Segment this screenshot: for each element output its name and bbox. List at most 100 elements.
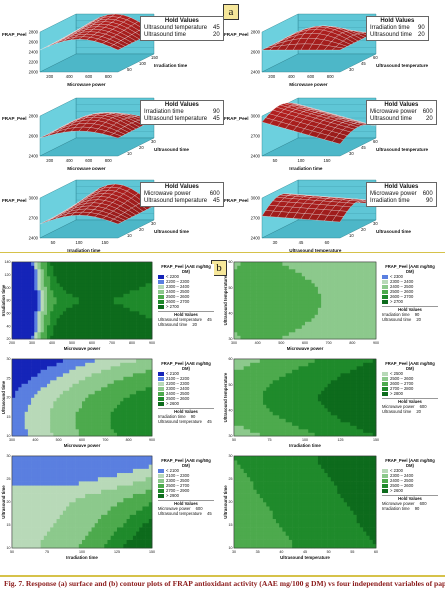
contour-cell [237,397,241,402]
contour-cell [295,383,299,388]
contour-cell [292,304,296,308]
contour-cell [343,328,348,333]
contour-cell [282,318,286,322]
contour-cell [117,335,121,340]
contour-cell [256,373,261,377]
contour-cell [31,397,35,402]
contour-cell [253,293,257,298]
hold-value-row: Ultrasound time 20 [144,32,220,39]
contour-cell [24,481,29,486]
contour-cell [72,369,76,374]
contour-cell [253,397,257,402]
contour-cell [298,276,303,280]
contour-cell [363,304,367,308]
contour-cell [285,283,290,287]
contour-cell [53,314,57,319]
contour-cell [62,304,67,308]
contour-cell [337,290,341,294]
contour-cell [288,418,293,423]
contour-cell [346,432,351,437]
contour-cell [350,286,354,291]
contour-cell [298,283,303,287]
contour-cell [256,325,261,329]
contour-cell [136,325,140,329]
contour-cell [31,297,35,301]
contour-cell [350,387,354,391]
contour-cell [279,411,283,416]
contour-cell [91,300,96,305]
contour-cell [132,293,137,298]
contour-cell [346,335,351,340]
contour-cell [12,510,16,515]
contour-cell [56,325,61,329]
contour-cell [47,276,51,280]
contour-cell [129,332,134,336]
contour-cell [234,283,238,287]
contour-cell [243,279,248,284]
contour-cell [259,411,264,416]
contour-cell [15,325,19,329]
contour-cell [311,383,315,388]
contour-cell [246,373,251,377]
contour-cell [94,411,99,416]
contour-cell [324,387,328,391]
contour-cell [56,335,61,340]
contour-cell [56,311,61,315]
contour-cell [343,359,348,363]
contour-cell [353,328,357,333]
contour-cell [327,297,332,301]
contour-cell [132,325,137,329]
contour-cell [21,390,26,395]
contour-cell [43,297,48,301]
contour-cell [82,276,86,280]
contour-cell [298,422,303,426]
legend-item: 2400 – 2500 [158,391,214,396]
contour-cell [104,408,108,412]
contour-cell [40,314,45,319]
contour-cell [301,401,306,405]
contour-cell [369,390,374,395]
contour-cell [18,522,22,528]
contour-cell [356,286,361,291]
contour-cell [330,376,335,381]
contour-cell [75,297,80,301]
contour-cell [21,366,26,370]
contour-cell [110,262,115,266]
contour-cell [269,300,274,305]
contour-cell [369,394,374,398]
contour-cell [37,380,41,384]
contour-cell [308,307,312,312]
contour-cell [321,314,325,319]
contour-cell [353,432,357,437]
contour-cell [340,279,345,284]
legend-label: < 2500 [390,371,403,376]
contour-cell [266,269,270,273]
contour-cell [72,373,76,377]
contour-cell [85,369,89,374]
contour-cell [78,265,83,270]
contour-cell [279,318,283,322]
contour-cell [340,311,345,315]
contour-cell [145,321,150,326]
contour-cell [288,422,293,426]
contour-cell [88,265,92,270]
contour-cell [337,415,341,419]
contour-cell [314,359,319,363]
contour-cell [82,325,86,329]
contour-cell [301,422,306,426]
contour-cell [132,432,137,437]
contour-cell [120,318,124,322]
contour-cell [139,335,143,340]
contour-cell [18,276,22,280]
contour-cell [324,425,328,430]
contour-cell [234,432,238,437]
contour-cell [110,321,115,326]
contour-cell [295,366,299,370]
contour-cell [246,293,251,298]
contour-cell [82,265,86,270]
contour-cell [279,380,283,384]
contour-cell [110,376,115,381]
contour-cell [298,425,303,430]
contour-cell [101,408,105,412]
contour-cell [369,262,374,266]
